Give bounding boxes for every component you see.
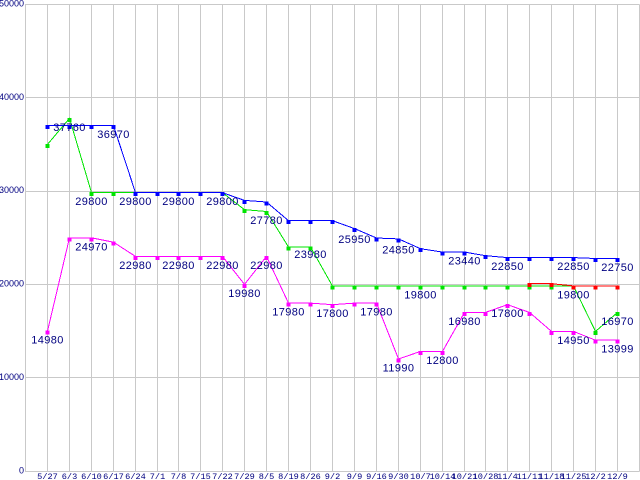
svg-text:10/14: 10/14 bbox=[430, 472, 456, 480]
svg-text:10000: 10000 bbox=[0, 372, 24, 382]
svg-text:6/17: 6/17 bbox=[103, 472, 124, 480]
svg-text:19800: 19800 bbox=[557, 290, 590, 302]
svg-text:36970: 36970 bbox=[97, 129, 130, 141]
svg-text:10/21: 10/21 bbox=[452, 472, 478, 480]
svg-text:50000: 50000 bbox=[0, 0, 24, 8]
svg-text:7/15: 7/15 bbox=[190, 472, 211, 480]
svg-text:14980: 14980 bbox=[31, 335, 64, 347]
svg-text:22750: 22750 bbox=[601, 262, 634, 274]
svg-text:22980: 22980 bbox=[119, 260, 152, 272]
svg-text:22980: 22980 bbox=[206, 260, 239, 272]
svg-text:6/24: 6/24 bbox=[125, 472, 146, 480]
svg-text:7/29: 7/29 bbox=[234, 472, 255, 480]
svg-text:9/9: 9/9 bbox=[347, 472, 362, 480]
svg-text:12/2: 12/2 bbox=[585, 472, 606, 480]
svg-text:14950: 14950 bbox=[557, 335, 590, 347]
svg-text:16970: 16970 bbox=[601, 316, 634, 328]
svg-text:22850: 22850 bbox=[557, 261, 590, 273]
svg-text:6/3: 6/3 bbox=[62, 472, 77, 480]
svg-text:11/18: 11/18 bbox=[539, 472, 565, 480]
svg-text:11/25: 11/25 bbox=[561, 472, 587, 480]
svg-text:10/28: 10/28 bbox=[473, 472, 499, 480]
svg-text:16980: 16980 bbox=[448, 316, 481, 328]
svg-text:19800: 19800 bbox=[404, 290, 437, 302]
svg-text:22980: 22980 bbox=[162, 260, 195, 272]
svg-text:17800: 17800 bbox=[491, 308, 524, 320]
svg-text:20000: 20000 bbox=[0, 279, 24, 289]
svg-text:10/7: 10/7 bbox=[410, 472, 431, 480]
svg-text:8/19: 8/19 bbox=[278, 472, 299, 480]
svg-text:30000: 30000 bbox=[0, 185, 24, 195]
svg-text:22850: 22850 bbox=[491, 261, 524, 273]
svg-text:7/1: 7/1 bbox=[150, 472, 165, 480]
svg-text:11990: 11990 bbox=[383, 363, 415, 375]
svg-text:7/8: 7/8 bbox=[171, 472, 186, 480]
svg-text:23980: 23980 bbox=[294, 249, 327, 261]
svg-text:17800: 17800 bbox=[316, 308, 349, 320]
svg-text:5/27: 5/27 bbox=[37, 472, 58, 480]
svg-text:11/11: 11/11 bbox=[517, 472, 543, 480]
svg-text:24850: 24850 bbox=[382, 244, 415, 256]
svg-text:19980: 19980 bbox=[228, 288, 261, 300]
svg-text:11/4: 11/4 bbox=[497, 472, 518, 480]
svg-text:7/22: 7/22 bbox=[212, 472, 233, 480]
svg-text:23440: 23440 bbox=[448, 256, 481, 268]
svg-text:12/9: 12/9 bbox=[607, 472, 628, 480]
svg-text:13999: 13999 bbox=[601, 344, 634, 356]
svg-text:37760: 37760 bbox=[53, 122, 86, 134]
svg-text:40000: 40000 bbox=[0, 92, 24, 102]
svg-text:12800: 12800 bbox=[426, 355, 459, 367]
svg-text:0: 0 bbox=[19, 465, 24, 475]
svg-text:29800: 29800 bbox=[75, 196, 108, 208]
svg-text:29800: 29800 bbox=[119, 196, 152, 208]
svg-text:9/16: 9/16 bbox=[366, 472, 387, 480]
svg-text:17980: 17980 bbox=[272, 307, 305, 319]
svg-text:25950: 25950 bbox=[338, 234, 371, 246]
svg-text:9/30: 9/30 bbox=[388, 472, 409, 480]
svg-text:27780: 27780 bbox=[250, 215, 283, 227]
svg-text:17980: 17980 bbox=[360, 307, 393, 319]
svg-text:29800: 29800 bbox=[162, 196, 195, 208]
svg-text:6/10: 6/10 bbox=[81, 472, 102, 480]
svg-text:9/2: 9/2 bbox=[325, 472, 340, 480]
svg-text:8/26: 8/26 bbox=[300, 472, 321, 480]
svg-text:8/5: 8/5 bbox=[259, 472, 274, 480]
svg-text:22980: 22980 bbox=[250, 260, 283, 272]
svg-text:24970: 24970 bbox=[75, 241, 108, 253]
svg-text:29800: 29800 bbox=[206, 196, 239, 208]
